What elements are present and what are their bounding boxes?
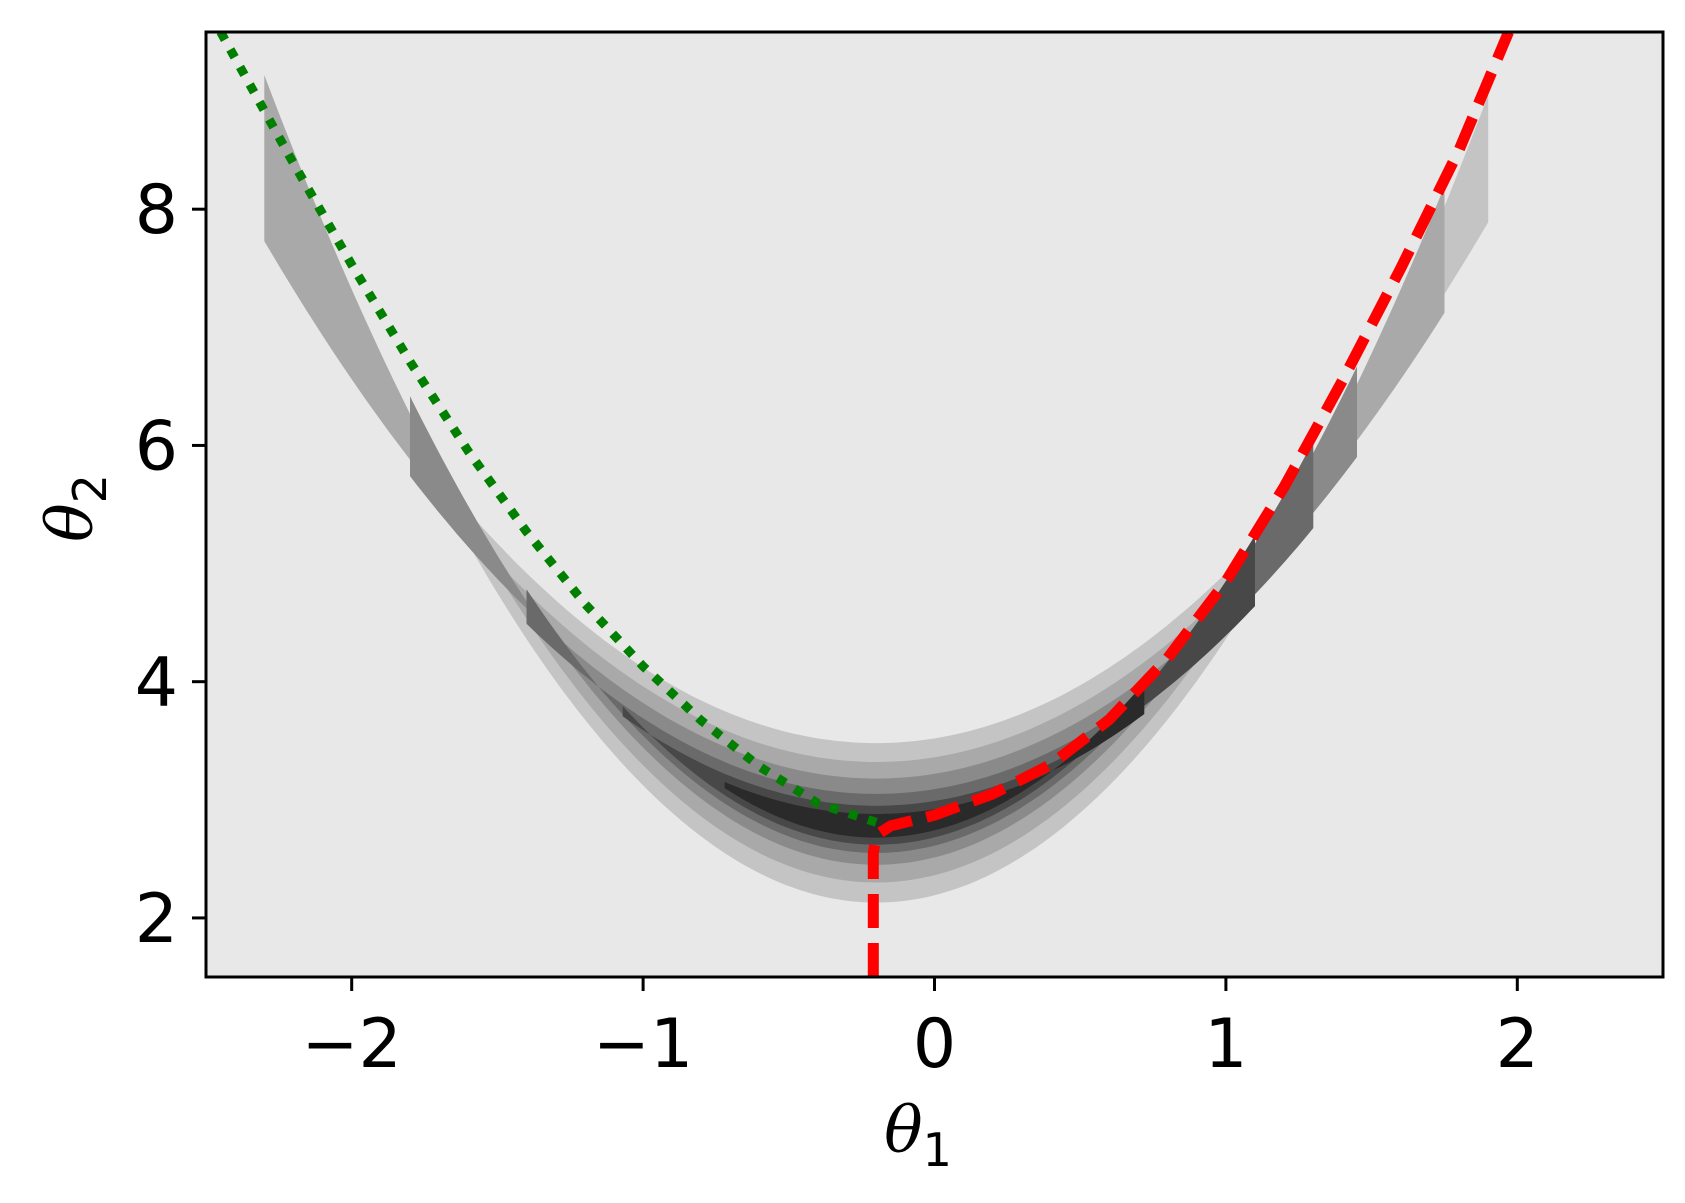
- y-tick-label: 6: [135, 407, 178, 486]
- y-tick-label: 4: [135, 644, 178, 723]
- x-tick-label: 2: [1496, 1005, 1539, 1084]
- x-tick-label: 0: [913, 1005, 956, 1084]
- x-axis-label-subscript: 1: [923, 1123, 952, 1177]
- x-axis-label: θ1: [884, 1094, 952, 1177]
- contour-band-3: [410, 366, 1357, 865]
- x-axis-ticks: −2 −1 0 1 2: [302, 977, 1539, 1084]
- contour-band-1: [273, 95, 1489, 903]
- y-tick-label: 8: [135, 171, 178, 250]
- y-axis-label-symbol: θ: [34, 503, 108, 542]
- red-dashed-curve: [867, 32, 1514, 977]
- y-axis-label-subscript: 2: [63, 474, 117, 503]
- x-tick-label: 1: [1204, 1005, 1247, 1084]
- x-axis-label-symbol: θ: [884, 1094, 923, 1168]
- y-tick-label: 2: [135, 880, 178, 959]
- green-dotted-curve: [216, 32, 878, 827]
- x-tick-label: −2: [302, 1005, 402, 1084]
- y-axis-ticks: 2 4 6 8: [135, 171, 206, 959]
- curve-layer: [216, 32, 1514, 977]
- x-tick-label: −1: [593, 1005, 693, 1084]
- y-axis-label: θ2: [34, 474, 117, 542]
